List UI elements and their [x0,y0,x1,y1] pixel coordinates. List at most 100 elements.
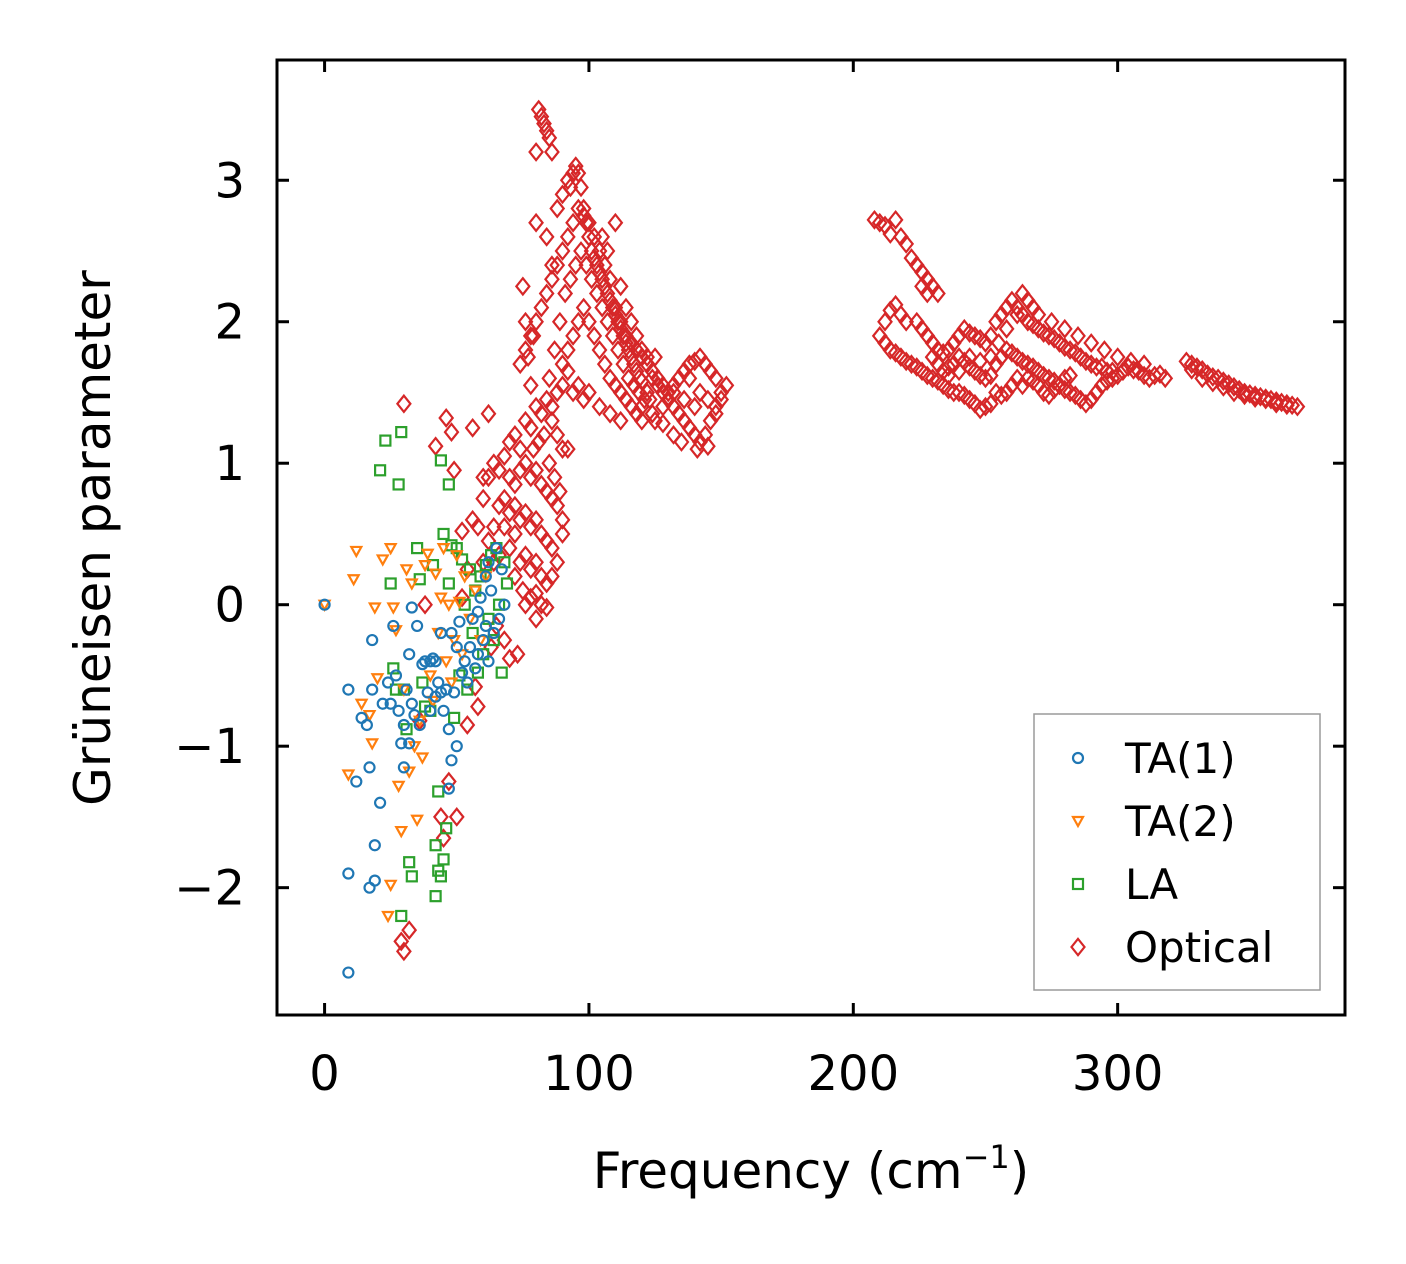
data-point [1236,382,1253,403]
data-point [501,502,518,523]
data-point [397,718,410,732]
data-point [395,737,408,750]
data-point [528,212,544,233]
data-point [448,807,465,827]
data-point [591,340,608,360]
data-point [676,389,693,410]
data-point [477,633,490,647]
data-point [591,262,608,283]
data-point [1004,375,1020,396]
data-point [517,545,534,566]
data-point [363,761,376,774]
data-point [528,311,544,332]
data-point [1268,393,1285,414]
data-point [998,382,1015,403]
data-point [544,410,560,431]
data-point [665,425,682,445]
data-point [977,333,994,353]
data-point [318,598,331,611]
data-point [633,396,650,417]
x-tick-label: 0 [309,1046,340,1102]
data-point [383,879,398,893]
data-point [707,403,724,424]
data-point [1030,304,1047,325]
data-point [496,630,513,650]
data-point [507,474,523,495]
data-point [533,403,550,424]
data-point [367,602,382,615]
data-point [546,467,563,488]
data-point [498,556,511,569]
data-point [435,828,452,849]
data-point [373,796,387,809]
data-point [528,142,544,162]
data-point [988,354,1004,375]
data-point [554,509,571,530]
data-point [945,333,962,353]
data-point [399,564,414,577]
data-point [533,594,550,615]
data-point [408,708,421,722]
data-point [1078,393,1094,414]
data-point [400,683,413,696]
data-point [474,591,487,604]
data-point [482,556,495,569]
data-point [702,361,719,382]
data-point [437,853,450,866]
data-point [1051,375,1068,396]
data-point [517,340,534,360]
x-tick-label: 300 [1072,1046,1164,1102]
data-point [512,509,529,530]
data-point [929,283,946,304]
data-point [428,568,443,581]
data-point [538,597,555,618]
data-point [383,543,398,556]
data-point [998,318,1015,339]
data-point [972,399,989,420]
data-point [1247,385,1264,406]
data-point [417,594,433,615]
data-point [376,697,389,710]
data-point [360,718,373,732]
data-point [1099,371,1115,392]
data-point [512,439,529,459]
data-point [454,521,470,542]
data-point [591,396,608,417]
data-point [1215,376,1232,397]
data-point [463,563,477,576]
series-ta-1- [318,542,511,979]
data-point [655,413,671,434]
data-point [882,224,899,244]
data-point [541,453,558,474]
data-point [536,113,552,134]
data-point [403,648,416,661]
legend-label: TA(1) [1124,734,1236,783]
data-point [575,389,592,410]
data-point [615,326,632,346]
series-optical [393,99,1306,962]
data-point [581,212,597,233]
data-point [354,698,369,712]
data-point [993,385,1010,406]
data-point [544,538,560,558]
data-point [612,410,629,431]
data-point [681,368,698,389]
data-point [586,248,603,268]
y-tick-label: 1 [214,436,245,492]
data-point [429,890,442,903]
data-point [1088,382,1105,403]
data-point [381,910,395,924]
data-point [538,226,555,247]
data-point [1056,318,1073,339]
data-point [411,542,424,555]
data-point [441,599,456,612]
legend-marker [1071,877,1085,891]
data-point [713,382,730,403]
data-point [623,333,640,353]
data-point [549,382,566,403]
data-point [442,577,455,590]
data-point [434,870,448,883]
data-point [464,417,481,438]
data-point [1083,389,1100,410]
data-point [1146,365,1163,386]
